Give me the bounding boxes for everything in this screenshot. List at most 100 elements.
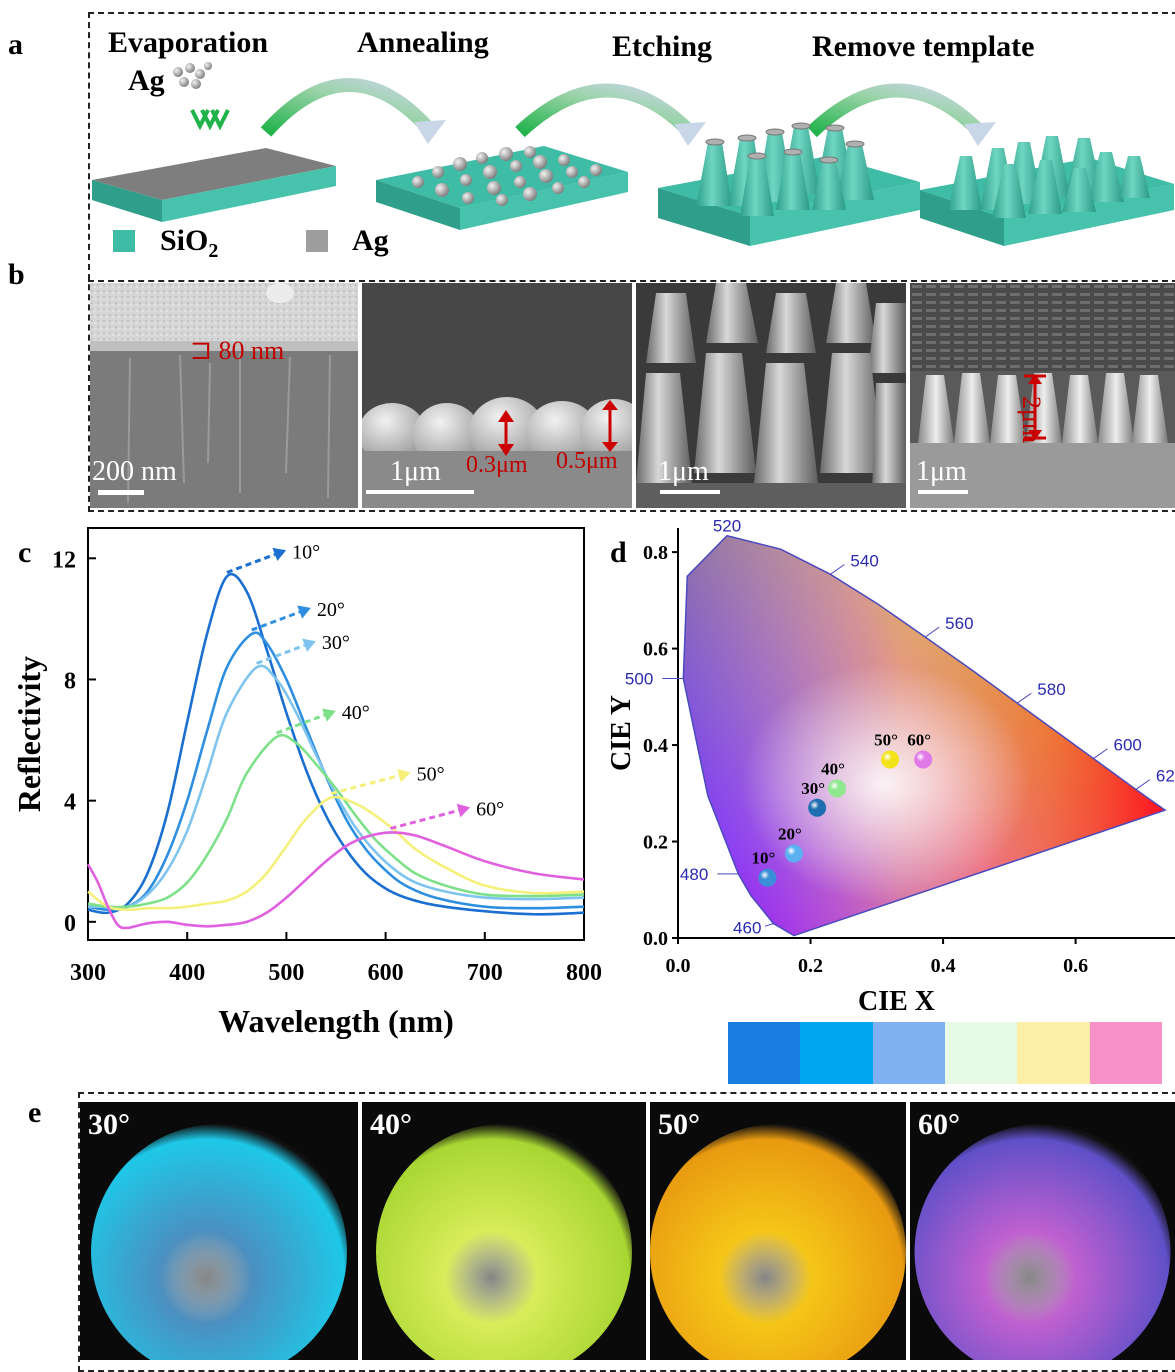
substrate-etched (658, 122, 920, 246)
plot-frame (87, 527, 585, 941)
peak-arrow (275, 713, 326, 735)
sphere-body (91, 1124, 347, 1360)
series-label-50°: 50° (417, 764, 445, 786)
y-tick-label: 4 (64, 790, 76, 816)
substrate-annealed (376, 146, 628, 230)
sem2-dimension-arrows (498, 400, 618, 456)
x-tick-label: 0.6 (1063, 955, 1088, 977)
step-evaporation: Evaporation (108, 26, 269, 59)
locus-label: 540 (850, 551, 878, 570)
point-10° (758, 868, 777, 887)
process-arrow-3 (807, 83, 983, 138)
x-axis-label: Wavelength (nm) (218, 1003, 454, 1039)
point-40° (828, 779, 847, 798)
series-label-10°: 10° (292, 541, 320, 563)
point-label-10°: 10° (752, 849, 776, 868)
point-50° (881, 750, 900, 769)
x-tick-label: 700 (467, 960, 503, 986)
peak-arrow-head (302, 638, 316, 652)
evaporation-arrows-icon (190, 109, 230, 131)
sem2-dim-1: 0.3μm (466, 452, 528, 478)
y-tick-label: 0.6 (643, 639, 668, 661)
series-label-60°: 60° (476, 798, 504, 820)
legend-ag-label: Ag (352, 224, 389, 257)
locus-label: 620 (1156, 766, 1175, 785)
sem-image-4 (910, 283, 1175, 508)
panel-letter-a: a (8, 28, 23, 61)
sphere (650, 1124, 906, 1360)
peak-arrow (390, 809, 459, 830)
sem-image-2 (362, 283, 632, 508)
x-tick-label: 600 (368, 960, 404, 986)
sem1-dim-bracket-icon: ⊐ (190, 336, 219, 365)
locus-label: 600 (1113, 736, 1141, 755)
sem2-scale-bar (366, 490, 474, 494)
series-line-30° (88, 664, 585, 909)
sem1-scale-bar (98, 490, 144, 495)
step-remove-template: Remove template (812, 30, 1035, 63)
panel-letter-e: e (28, 1096, 42, 1129)
y-axis-label: CIE Y (606, 695, 637, 771)
peak-arrow (330, 774, 400, 796)
color-swatch (800, 1022, 873, 1084)
sphere (376, 1124, 632, 1360)
y-tick-label: 0.4 (643, 735, 668, 757)
series-label-40°: 40° (342, 702, 370, 724)
point-label-50°: 50° (874, 731, 898, 750)
photo-angle-label: 40° (370, 1108, 412, 1141)
x-tick-label: 0.4 (931, 955, 956, 977)
legend-ag-swatch (306, 230, 328, 252)
sem2-dim-2: 0.5μm (556, 448, 618, 474)
panel-letter-b: b (8, 258, 25, 291)
locus-tick (1093, 748, 1108, 759)
x-axis-label: CIE X (858, 986, 935, 1017)
color-swatch (728, 1022, 801, 1084)
sem4-scale-bar (918, 490, 968, 494)
sphere-body (376, 1124, 632, 1360)
legend-sio2-label: SiO2 (160, 224, 219, 262)
series-label-20°: 20° (317, 599, 345, 621)
peak-arrow-head (322, 708, 336, 722)
peak-arrow (251, 610, 301, 632)
ag-label: Ag (128, 64, 165, 97)
step-annealing: Annealing (357, 26, 489, 59)
x-tick-label: 0.0 (666, 955, 691, 977)
sphere (914, 1124, 1171, 1360)
series-line-60° (86, 831, 585, 930)
locus-label: 520 (713, 520, 741, 536)
sem2-scale-label: 1μm (390, 456, 441, 487)
sem1-scale-label: 200 nm (92, 456, 177, 487)
locus-label: 460 (733, 919, 761, 938)
locus-tick (1135, 779, 1151, 790)
locus-tick (830, 564, 845, 575)
step-etching: Etching (612, 30, 713, 63)
sphere (91, 1124, 347, 1360)
y-tick-label: 12 (52, 547, 76, 573)
point-label-20°: 20° (778, 825, 802, 844)
locus-tick (924, 626, 940, 638)
point-60° (914, 750, 933, 769)
locus-tick (764, 923, 774, 927)
color-swatch (1017, 1022, 1090, 1084)
locus-tick (1016, 692, 1032, 704)
panel-letter-d: d (610, 536, 627, 569)
peak-arrow (226, 553, 276, 574)
series-label-30°: 30° (322, 632, 350, 654)
y-tick-label: 0 (64, 911, 76, 937)
locus-label: 480 (680, 865, 708, 884)
point-label-40°: 40° (821, 759, 845, 778)
sphere-body (650, 1124, 906, 1360)
x-tick-label: 400 (169, 960, 205, 986)
photo-angle-label: 30° (88, 1108, 130, 1141)
color-swatch-bar (728, 1022, 1162, 1084)
sem4-scale-label: 1μm (916, 456, 967, 487)
locus-label: 500 (625, 669, 653, 688)
series-line-20° (87, 631, 585, 912)
locus-label: 580 (1037, 680, 1065, 699)
point-label-30°: 30° (801, 779, 825, 798)
process-arrow-1 (260, 78, 434, 137)
y-tick-label: 0.2 (643, 832, 668, 854)
sphere-photo: 50° (650, 1102, 906, 1360)
series-line-40° (87, 733, 585, 909)
sphere-photo: 30° (80, 1102, 358, 1360)
